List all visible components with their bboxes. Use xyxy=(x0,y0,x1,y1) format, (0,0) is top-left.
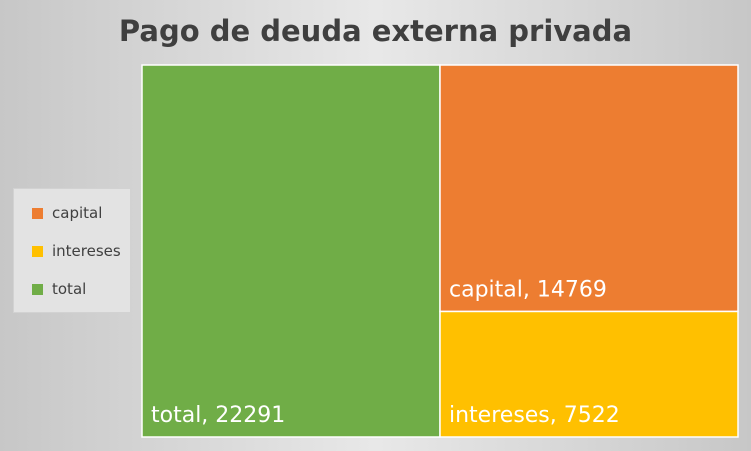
legend-item-intereses: intereses xyxy=(32,241,121,261)
legend-swatch-capital xyxy=(32,207,43,219)
treemap-label-total: total, 22291 xyxy=(151,403,285,428)
legend-swatch-total xyxy=(32,283,43,295)
treemap-tile-capital xyxy=(439,64,739,313)
treemap-tile-intereses xyxy=(439,310,739,438)
legend-label-total: total xyxy=(52,280,87,298)
chart-title: Pago de deuda externa privada xyxy=(118,14,633,48)
legend-item-capital: capital xyxy=(32,203,102,223)
treemap-label-capital: capital, 14769 xyxy=(449,277,607,302)
treemap-tile-total xyxy=(141,64,441,438)
legend-swatch-intereses xyxy=(32,245,43,257)
legend: capital intereses total xyxy=(13,188,131,313)
legend-label-intereses: intereses xyxy=(52,242,121,260)
treemap-label-intereses: intereses, 7522 xyxy=(449,403,620,428)
legend-label-capital: capital xyxy=(52,204,103,222)
legend-item-total: total xyxy=(32,279,86,299)
